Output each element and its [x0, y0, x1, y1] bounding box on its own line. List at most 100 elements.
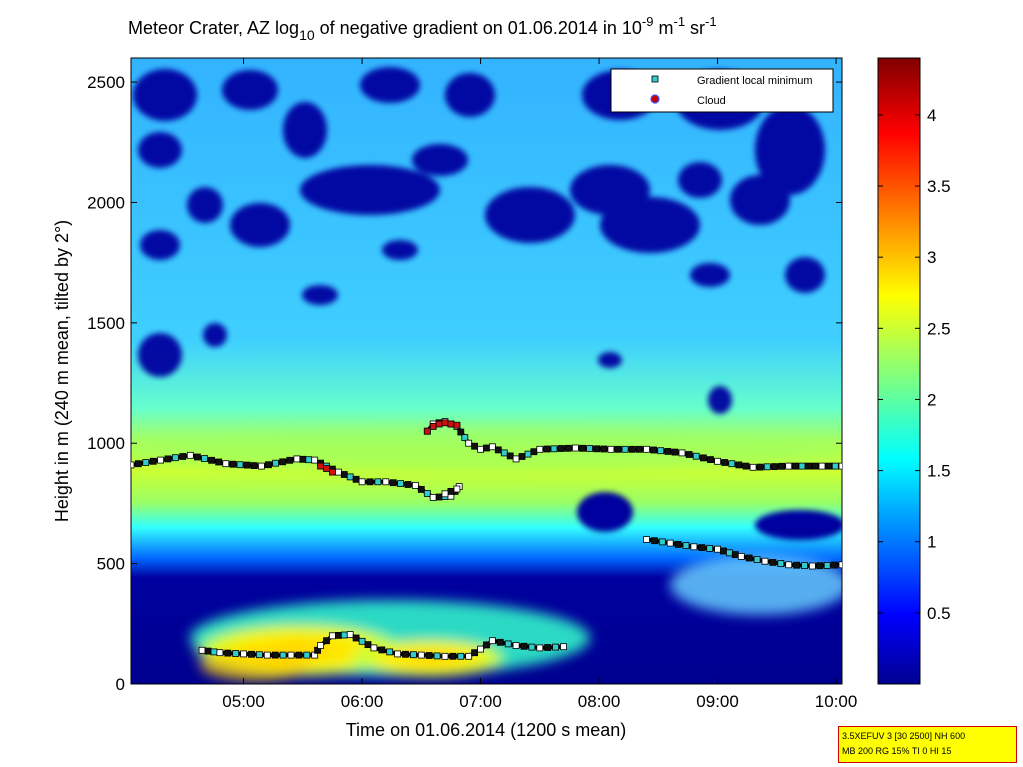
colorbar-tick-label: 1: [927, 533, 936, 552]
colorbar-tick-label: 2.5: [927, 319, 951, 338]
gradient-minimum-marker: [149, 457, 157, 465]
gradient-minimum-marker: [785, 462, 793, 470]
gradient-minimum-marker: [248, 650, 255, 658]
gradient-minimum-marker: [763, 463, 771, 471]
gradient-minimum-marker: [364, 641, 372, 648]
settings-info-box: 3.5XEFUV 3 [30 2500] NH 600 MB 200 RG 15…: [838, 726, 1017, 763]
x-tick-label: 07:00: [459, 692, 502, 711]
gradient-minimum-marker: [271, 651, 279, 659]
gradient-minimum-marker: [417, 485, 425, 493]
gradient-minimum-marker: [352, 634, 360, 642]
gradient-minimum-marker: [164, 455, 172, 463]
gradient-minimum-marker: [636, 445, 643, 453]
gradient-minimum-marker: [816, 562, 824, 570]
gradient-minimum-marker: [263, 651, 271, 659]
gradient-minimum-marker: [134, 460, 142, 468]
gradient-minimum-marker: [778, 462, 785, 470]
gradient-minimum-marker: [643, 536, 650, 543]
plot-axes-frame: [130, 57, 843, 685]
gradient-minimum-marker: [536, 644, 544, 652]
gradient-minimum-marker: [417, 651, 425, 659]
gradient-minimum-marker: [700, 454, 707, 462]
gradient-minimum-marker: [224, 649, 232, 657]
gradient-minimum-marker: [544, 644, 552, 651]
info-line-2: MB 200 RG 15% TI 0 HI 15: [842, 746, 952, 756]
colorbar-tick-label: 1.5: [927, 462, 951, 481]
gradient-minimum-marker: [370, 644, 378, 652]
gradient-minimum-marker: [735, 461, 743, 469]
y-axis-ticks: 0 500 1000 1500 2000 2500: [87, 73, 842, 694]
cloud-marker: [317, 462, 325, 470]
gradient-minimum-marker: [386, 648, 394, 656]
gradient-minimum-marker: [465, 439, 473, 447]
gradient-minimum-marker: [265, 461, 272, 469]
x-tick-label: 05:00: [222, 692, 265, 711]
gradient-minimum-marker: [698, 544, 706, 551]
chart-title: Meteor Crater, AZ log10 of negative grad…: [128, 14, 717, 43]
gradient-minimum-marker: [358, 637, 366, 645]
gradient-minimum-marker: [500, 449, 508, 457]
gradient-minimum-marker: [769, 559, 777, 566]
gradient-minimum-marker: [477, 645, 485, 653]
gradient-minimum-marker: [293, 455, 301, 463]
cloud-marker: [441, 419, 449, 427]
gradient-minimum-marker: [295, 651, 303, 659]
legend-label-cloud: Cloud: [697, 95, 726, 107]
colorbar-tick-label: 0.5: [927, 604, 951, 623]
x-tick-label: 06:00: [341, 692, 384, 711]
gradient-minimum-marker: [328, 632, 336, 640]
gradient-minimum-marker: [692, 452, 700, 460]
gradient-minimum-marker: [286, 456, 294, 464]
gradient-minimum-marker: [742, 462, 750, 470]
gradient-minimum-marker: [198, 646, 206, 654]
gradient-minimum-marker: [805, 462, 813, 470]
gradient-minimum-marker: [753, 556, 761, 563]
gradient-minimum-marker: [334, 632, 342, 639]
gradient-minimum-marker: [657, 447, 665, 455]
gradient-minimum-marker: [831, 462, 839, 470]
gradient-minimum-marker: [397, 480, 405, 488]
gradient-minimum-marker: [838, 462, 842, 470]
gradient-minimum-marker: [216, 649, 224, 657]
y-tick-label: 2000: [87, 193, 125, 212]
gradient-minimum-marker: [352, 475, 360, 483]
gradient-minimum-marker: [745, 554, 753, 562]
gradient-minimum-marker: [279, 458, 287, 466]
y-tick-label: 0: [116, 675, 125, 694]
cloud-marker: [435, 420, 443, 428]
series-markers: [131, 418, 842, 660]
gradient-minimum-marker: [666, 539, 674, 547]
legend-marker-square: [651, 75, 659, 83]
gradient-minimum-marker: [453, 485, 461, 493]
gradient-minimum-marker: [471, 442, 479, 450]
cloud-marker: [429, 422, 437, 430]
gradient-minimum-marker: [279, 651, 287, 659]
gradient-minimum-marker: [674, 541, 682, 548]
x-tick-label: 10:00: [815, 692, 858, 711]
x-tick-label: 09:00: [696, 692, 739, 711]
gradient-minimum-marker: [707, 456, 714, 464]
gradient-minimum-marker: [614, 445, 622, 453]
gradient-minimum-marker: [811, 462, 819, 470]
gradient-minimum-marker: [658, 538, 666, 546]
gradient-minimum-marker: [706, 545, 714, 552]
gradient-minimum-marker: [471, 649, 479, 657]
gradient-minimum-marker: [483, 444, 490, 452]
gradient-minimum-marker: [457, 652, 465, 660]
gradient-minimum-marker: [600, 445, 608, 453]
gradient-minimum-marker: [685, 451, 693, 458]
gradient-minimum-marker: [550, 445, 558, 453]
gradient-minimum-marker: [240, 650, 248, 658]
gradient-minimum-marker: [579, 444, 586, 452]
gradient-minimum-marker: [131, 461, 135, 469]
gradient-minimum-marker: [818, 462, 826, 470]
gradient-minimum-marker: [157, 456, 165, 464]
gradient-minimum-marker: [586, 445, 593, 452]
gradient-minimum-marker: [564, 444, 572, 452]
gradient-minimum-marker: [671, 448, 679, 456]
gradient-minimum-marker: [720, 547, 727, 555]
gradient-minimum-marker: [728, 460, 736, 468]
y-tick-label: 1500: [87, 314, 125, 333]
colorbar-tick-label: 2: [927, 390, 936, 409]
gradient-minimum-marker: [299, 455, 307, 463]
